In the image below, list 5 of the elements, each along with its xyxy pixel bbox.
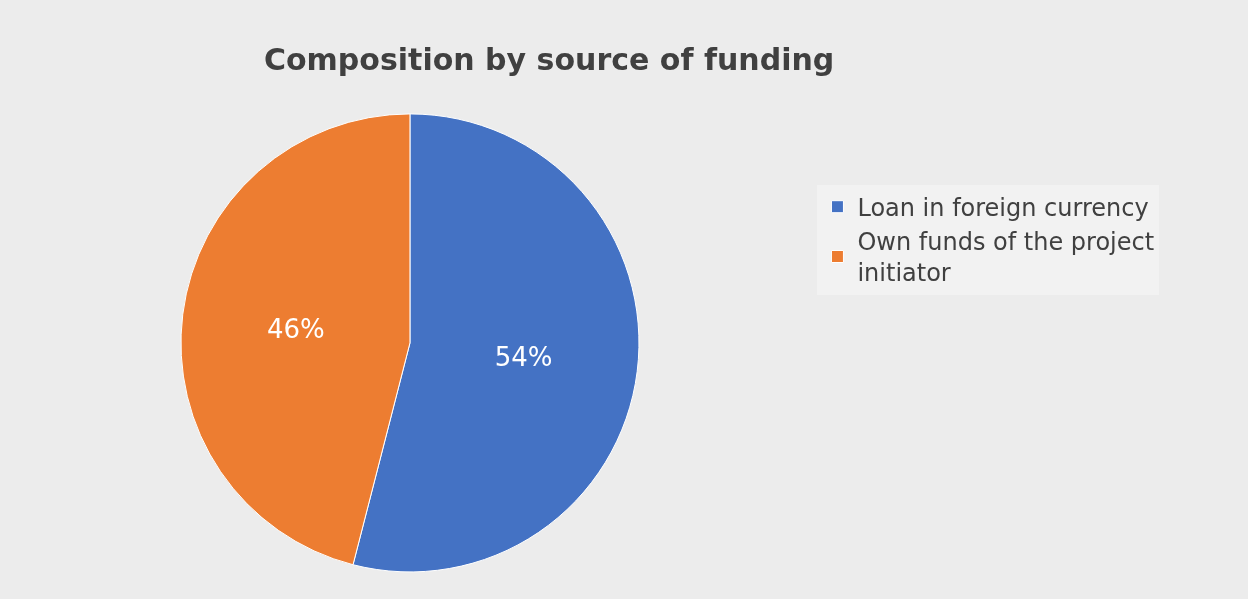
chart-title: Composition by source of funding (263, 42, 835, 78)
legend-label: Own funds of the project initiator (857, 228, 1155, 288)
legend-label: Loan in foreign currency (857, 194, 1149, 223)
data-label: 54% (494, 342, 553, 373)
data-label: 46% (267, 313, 325, 344)
